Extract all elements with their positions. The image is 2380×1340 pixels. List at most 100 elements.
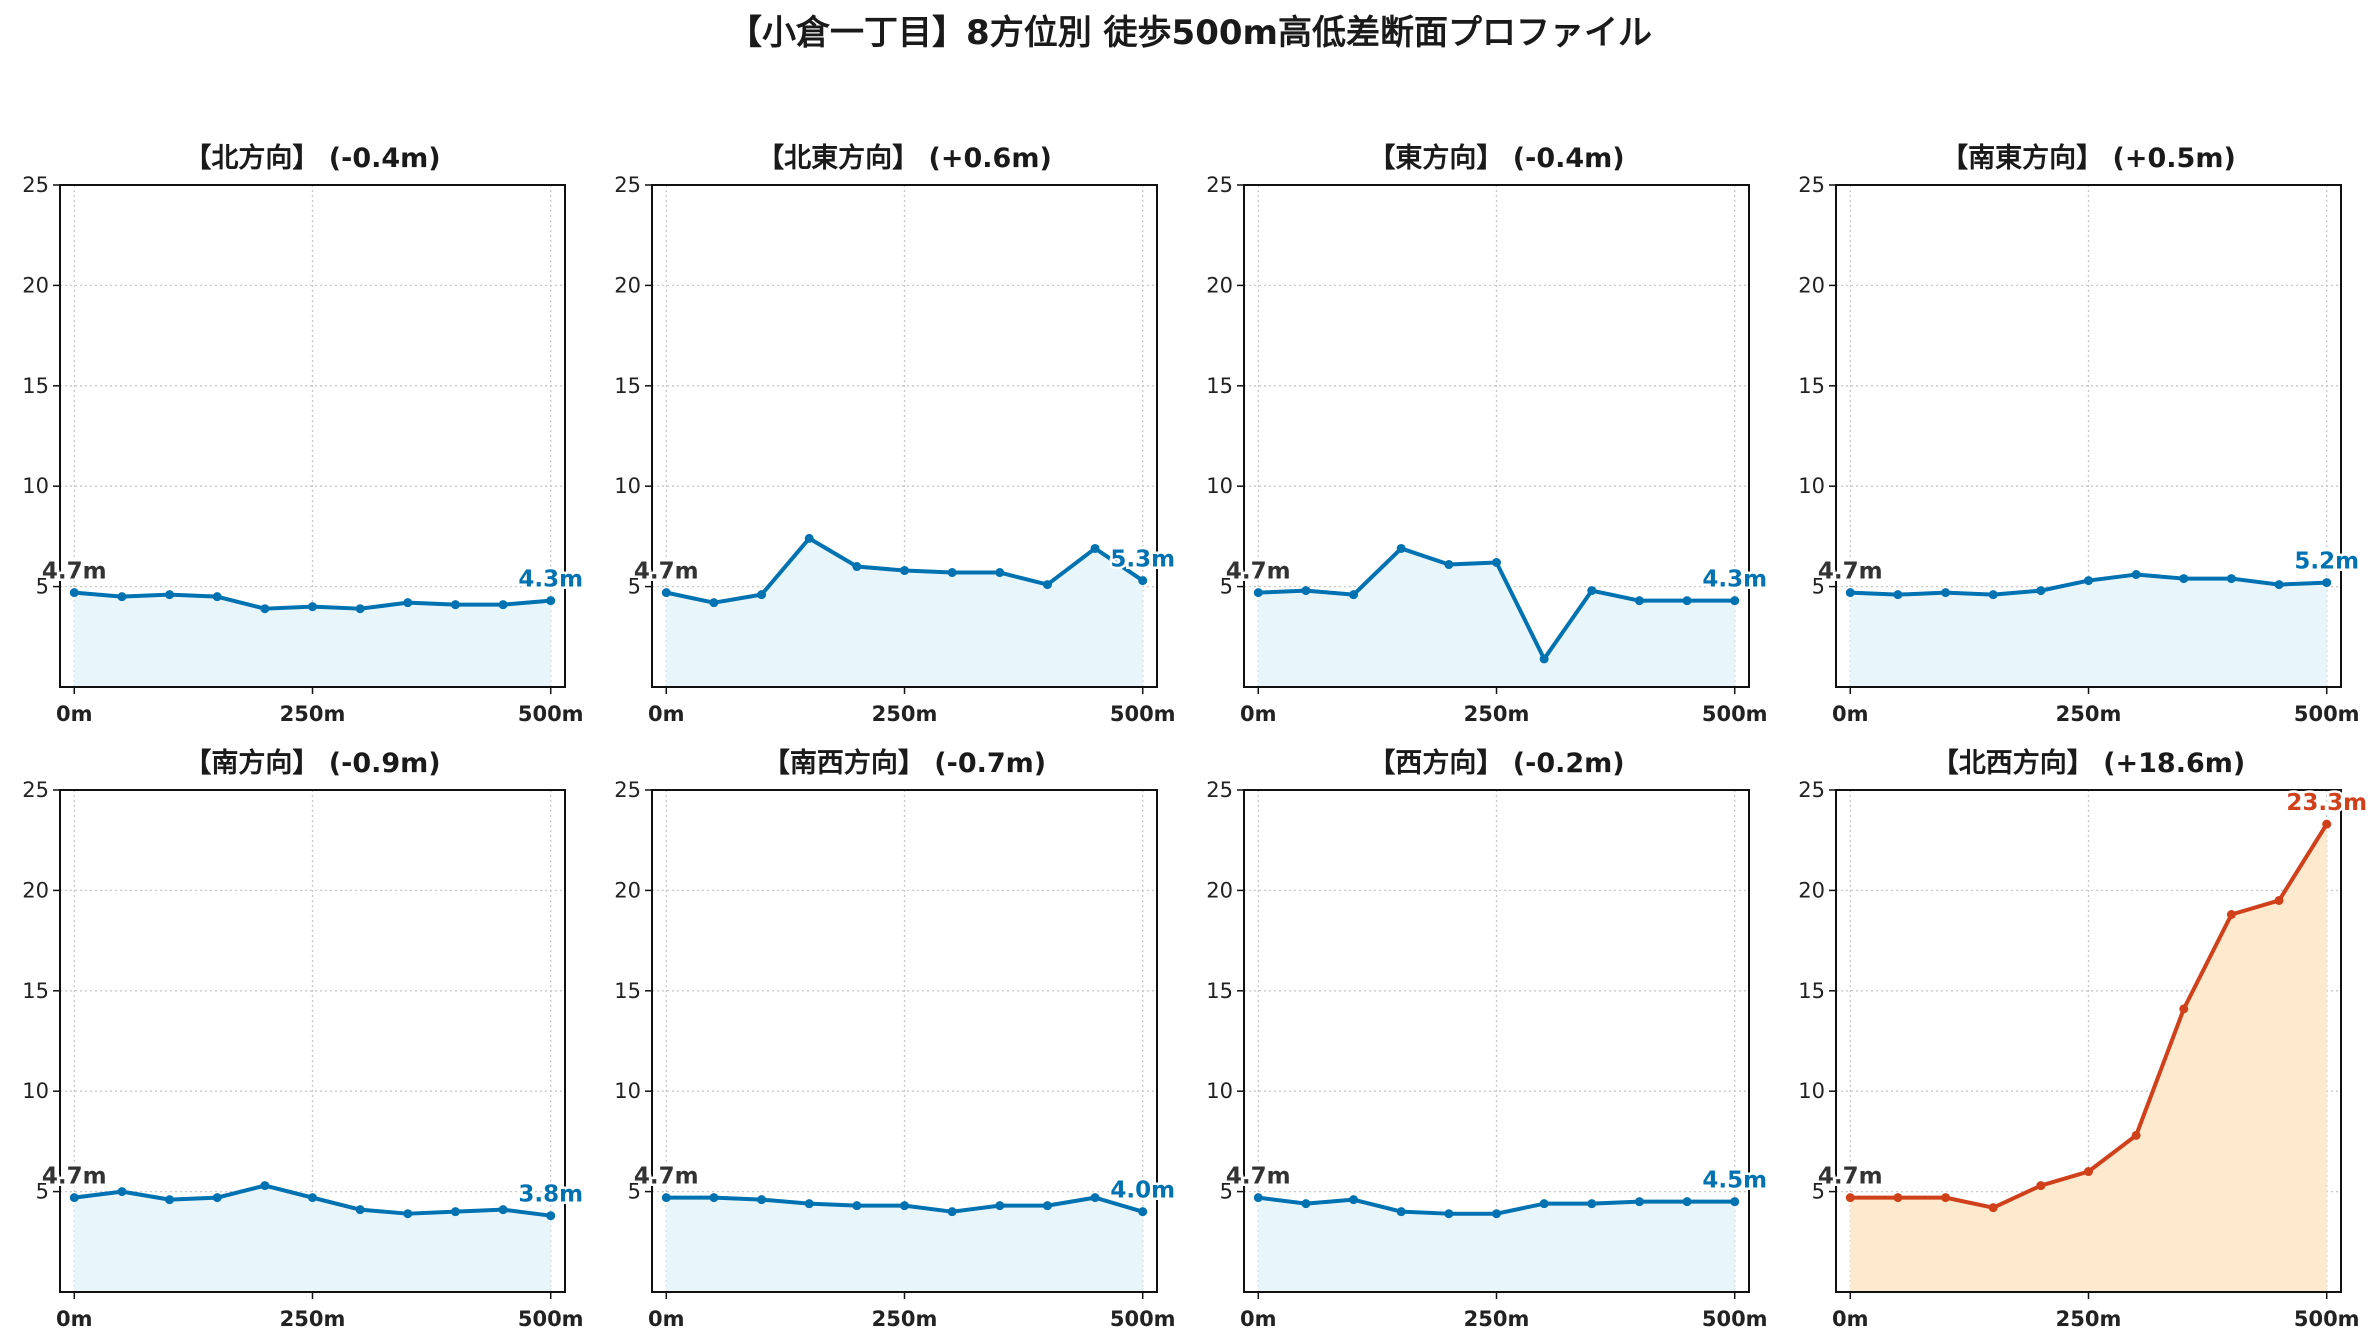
end-elevation-label: 23.3m [2286, 790, 2367, 816]
x-tick-label: 0m [56, 702, 93, 726]
data-point [1941, 588, 1951, 598]
y-tick-label: 25 [22, 173, 49, 197]
x-tick-label: 500m [518, 1307, 584, 1331]
data-point [1349, 1195, 1359, 1205]
data-point [165, 590, 175, 600]
data-point [1587, 1199, 1597, 1209]
x-tick-label: 0m [1240, 702, 1277, 726]
data-point [2274, 580, 2284, 590]
end-elevation-label: 4.3m [518, 567, 583, 593]
x-tick-label: 500m [1110, 1307, 1176, 1331]
x-tick-label: 250m [2056, 1307, 2122, 1331]
start-elevation-label: 4.7m [1818, 559, 1883, 585]
x-tick-label: 0m [648, 1307, 685, 1331]
y-tick-label: 25 [614, 778, 641, 802]
data-point [2322, 578, 2332, 588]
data-point [2036, 1181, 2046, 1191]
y-tick-label: 5 [1220, 1180, 1233, 1204]
data-point [1042, 580, 1052, 590]
y-tick-label: 20 [614, 878, 641, 902]
y-tick-label: 5 [628, 575, 641, 599]
data-point [1253, 588, 1263, 598]
data-point [1634, 596, 1644, 606]
data-point [450, 1207, 460, 1217]
data-point [757, 590, 767, 600]
end-elevation-label: 5.3m [1110, 547, 1175, 573]
x-tick-label: 250m [872, 702, 938, 726]
data-point [546, 596, 556, 606]
subplot-title: 【西方向】 (-0.2m) [1368, 747, 1624, 779]
data-point [1634, 1197, 1644, 1207]
data-point [2179, 1004, 2189, 1014]
data-point [1730, 1197, 1740, 1207]
y-tick-label: 20 [1206, 273, 1233, 297]
y-tick-label: 15 [614, 374, 641, 398]
data-point [2274, 895, 2284, 905]
elevation-area [1258, 1197, 1735, 1292]
data-point [450, 600, 460, 610]
data-point [1349, 590, 1359, 600]
subplot-title: 【南方向】 (-0.9m) [184, 747, 440, 779]
y-tick-label: 10 [614, 474, 641, 498]
data-point [1042, 1201, 1052, 1211]
y-tick-label: 15 [1798, 979, 1825, 1003]
data-point [2179, 574, 2189, 584]
y-tick-label: 20 [1798, 273, 1825, 297]
y-tick-label: 25 [1798, 778, 1825, 802]
start-elevation-label: 4.7m [42, 1164, 107, 1190]
y-tick-label: 10 [1206, 474, 1233, 498]
start-elevation-label: 4.7m [1818, 1164, 1883, 1190]
y-tick-label: 5 [1812, 1180, 1825, 1204]
data-point [2131, 570, 2141, 580]
y-tick-label: 20 [1206, 878, 1233, 902]
data-point [709, 1193, 719, 1203]
figure-title: 【小倉一丁目】8方位別 徒歩500m高低差断面プロファイル [728, 13, 1652, 53]
subplot-title: 【北東方向】 (+0.6m) [757, 142, 1052, 174]
subplot-title: 【東方向】 (-0.4m) [1368, 142, 1624, 174]
data-point [2131, 1130, 2141, 1140]
data-point [1444, 1209, 1454, 1219]
end-elevation-label: 5.2m [2294, 549, 2359, 575]
data-point [69, 1193, 79, 1203]
y-tick-label: 25 [1798, 173, 1825, 197]
subplot-title: 【北西方向】 (+18.6m) [1932, 747, 2245, 779]
y-tick-label: 20 [1798, 878, 1825, 902]
x-tick-label: 500m [2294, 702, 2360, 726]
data-point [947, 1207, 957, 1217]
data-point [709, 598, 719, 608]
x-tick-label: 500m [2294, 1307, 2360, 1331]
data-point [2084, 1167, 2093, 1177]
x-tick-label: 0m [1240, 1307, 1277, 1331]
data-point [1138, 576, 1148, 586]
y-tick-label: 15 [614, 979, 641, 1003]
data-point [1138, 1207, 1148, 1217]
y-tick-label: 10 [1798, 1079, 1825, 1103]
y-tick-label: 25 [1206, 173, 1233, 197]
data-point [308, 602, 317, 612]
subplot-title: 【南西方向】 (-0.7m) [763, 747, 1046, 779]
x-tick-label: 500m [1110, 702, 1176, 726]
data-point [1893, 590, 1903, 600]
subplot-title: 【北方向】 (-0.4m) [184, 142, 440, 174]
data-point [1893, 1193, 1903, 1203]
start-elevation-label: 4.7m [634, 559, 699, 585]
y-tick-label: 10 [614, 1079, 641, 1103]
data-point [1682, 596, 1692, 606]
x-tick-label: 0m [1832, 1307, 1869, 1331]
data-point [1396, 543, 1406, 553]
y-tick-label: 15 [22, 374, 49, 398]
data-point [804, 1199, 814, 1209]
data-point [1090, 1193, 1100, 1203]
data-point [1539, 1199, 1549, 1209]
data-point [1253, 1193, 1263, 1203]
y-tick-label: 15 [1206, 979, 1233, 1003]
y-tick-label: 5 [628, 1180, 641, 1204]
data-point [2084, 576, 2093, 586]
data-point [1941, 1193, 1951, 1203]
